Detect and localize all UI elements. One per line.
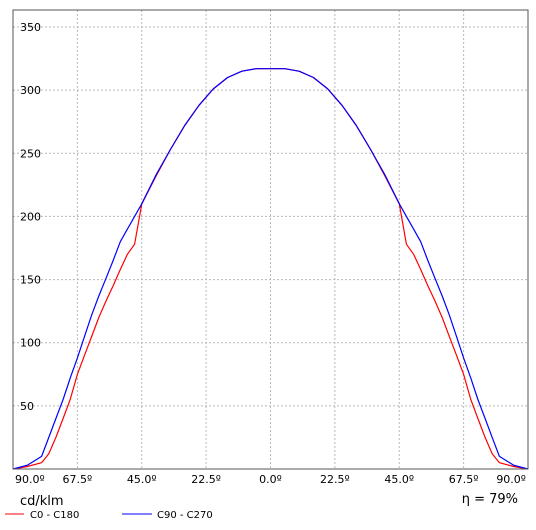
series-lines — [12, 68, 529, 470]
x-tick-label: 22.5º — [320, 473, 350, 486]
x-tick-label: 90.0º — [496, 473, 526, 486]
y-tick-label: 150 — [20, 274, 41, 287]
x-tick-labels: 90.0º 67.5º 45.0º 22.5º 0.0º 22.5º 45.0º 67.5º 9… — [15, 473, 526, 486]
x-tick-label: 67.5º — [63, 473, 93, 486]
y-tick-label: 100 — [20, 337, 41, 350]
y-tick-labels: 50 100 150 200 250 300 350 — [20, 21, 41, 413]
efficiency-label: η = 79% — [462, 492, 518, 507]
y-tick-label: 200 — [20, 210, 41, 223]
legend-label-c90-c270: C90 - C270 — [157, 510, 213, 521]
y-tick-label: 50 — [20, 400, 34, 413]
plot-frame — [12, 9, 529, 470]
grid-lines — [13, 10, 528, 469]
legend: C0 - C180 C90 - C270 — [5, 510, 213, 521]
x-tick-label: 0.0º — [259, 473, 282, 486]
x-tick-label: 45.0º — [384, 473, 414, 486]
unit-label: cd/klm — [20, 494, 64, 509]
y-tick-label: 300 — [20, 84, 41, 97]
x-tick-label: 90.0º — [15, 473, 45, 486]
legend-label-c0-c180: C0 - C180 — [30, 510, 79, 521]
series-line-c90-c270 — [12, 68, 529, 470]
y-tick-label: 250 — [20, 147, 41, 160]
x-tick-label: 22.5º — [191, 473, 221, 486]
y-tick-label: 350 — [20, 21, 41, 34]
x-tick-label: 45.0º — [127, 473, 157, 486]
x-tick-label: 67.5º — [449, 473, 479, 486]
